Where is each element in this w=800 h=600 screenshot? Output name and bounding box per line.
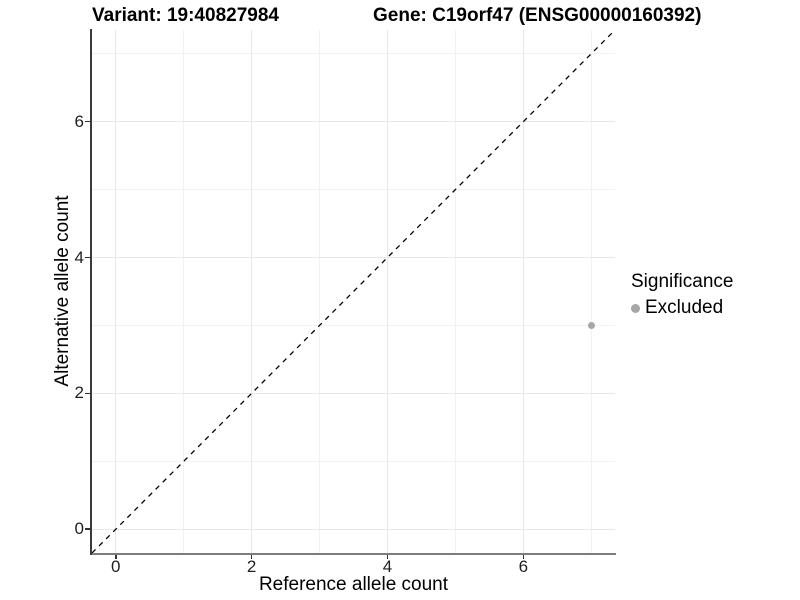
legend-item-excluded: Excluded bbox=[631, 297, 733, 319]
gridline-x-major bbox=[386, 30, 388, 553]
y-tick-mark bbox=[85, 256, 91, 259]
gridline-x-major bbox=[115, 30, 117, 553]
gridline-y-minor bbox=[92, 460, 615, 462]
legend: Significance Excluded bbox=[631, 271, 733, 319]
identity-line bbox=[92, 30, 615, 553]
y-tick-mark bbox=[85, 392, 91, 395]
plot-title-variant: Variant: 19:40827984 bbox=[92, 5, 279, 26]
y-tick-label: 2 bbox=[74, 383, 84, 403]
x-tick-label: 6 bbox=[518, 557, 529, 576]
y-axis-title: Alternative allele count bbox=[52, 195, 73, 387]
gridline-x-minor bbox=[319, 30, 321, 553]
gridline-x-minor bbox=[183, 30, 185, 553]
x-tick-label: 0 bbox=[111, 557, 121, 576]
x-tick-label: 4 bbox=[382, 557, 393, 576]
x-axis-title: Reference allele count bbox=[258, 574, 449, 595]
gridline-y-minor bbox=[92, 324, 615, 326]
gridline-y-major bbox=[92, 392, 615, 394]
x-tick-label: 2 bbox=[246, 557, 257, 576]
y-tick-mark bbox=[85, 528, 91, 530]
y-tick-label: 6 bbox=[74, 111, 84, 131]
x-tick-mark bbox=[115, 555, 117, 559]
data-point bbox=[587, 321, 595, 329]
legend-key-dot-icon bbox=[631, 303, 640, 313]
gridline-x-minor bbox=[590, 30, 592, 553]
gridline-x-major bbox=[251, 30, 253, 553]
plot-panel bbox=[92, 30, 615, 553]
y-tick-label: 0 bbox=[74, 519, 84, 539]
plot-title-gene: Gene: C19orf47 (ENSG00000160392) bbox=[373, 5, 702, 26]
x-tick-mark bbox=[250, 555, 253, 559]
legend-item-label: Excluded bbox=[645, 297, 724, 318]
gridline-y-major bbox=[92, 528, 615, 530]
legend-title: Significance bbox=[631, 271, 734, 292]
y-tick-label: 4 bbox=[74, 247, 84, 267]
gridline-y-major bbox=[92, 257, 615, 259]
x-tick-mark bbox=[386, 555, 389, 559]
y-tick-mark bbox=[85, 120, 91, 123]
gridline-y-minor bbox=[92, 53, 615, 55]
gridline-x-minor bbox=[454, 30, 456, 553]
x-tick-mark bbox=[522, 555, 525, 559]
gridline-x-major bbox=[522, 30, 524, 553]
x-axis-line bbox=[91, 553, 616, 555]
gridline-y-major bbox=[92, 121, 615, 123]
y-axis-line bbox=[90, 29, 92, 555]
gridline-y-minor bbox=[92, 189, 615, 191]
